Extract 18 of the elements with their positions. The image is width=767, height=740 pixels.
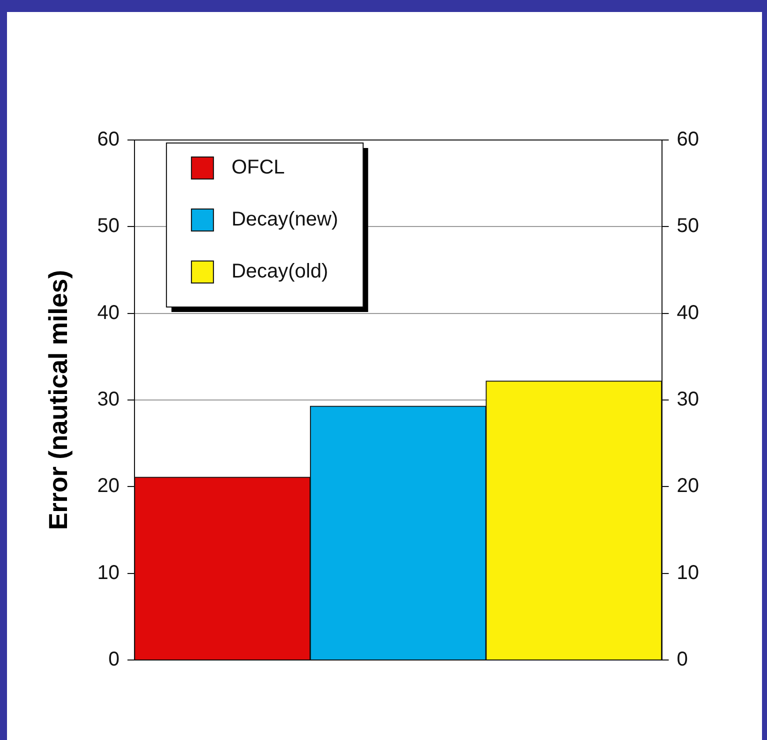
y2-tick-label: 30 — [676, 388, 700, 411]
y2-tick-label: 10 — [676, 562, 700, 584]
y-tick-label: 60 — [97, 128, 120, 151]
y-axis-title: Error (nautical miles) — [42, 270, 73, 530]
y-tick-label: 30 — [97, 388, 120, 411]
legend-label: Decay(old) — [231, 260, 328, 283]
y-tick-label: 40 — [97, 302, 120, 324]
y-tick-label: 50 — [97, 215, 120, 238]
y-tick-label: 20 — [97, 475, 120, 498]
legend-label: OFCL — [231, 156, 285, 179]
y-tick-label: 10 — [97, 562, 120, 584]
y-tick-label: 0 — [108, 648, 120, 671]
y2-tick-label: 0 — [676, 648, 688, 671]
y2-tick-label: 20 — [676, 475, 700, 498]
y2-tick-label: 40 — [676, 302, 700, 324]
y2-tick-label: 60 — [676, 128, 700, 151]
y2-tick-label: 50 — [676, 215, 700, 238]
legend-label: Decay(new) — [231, 208, 338, 231]
